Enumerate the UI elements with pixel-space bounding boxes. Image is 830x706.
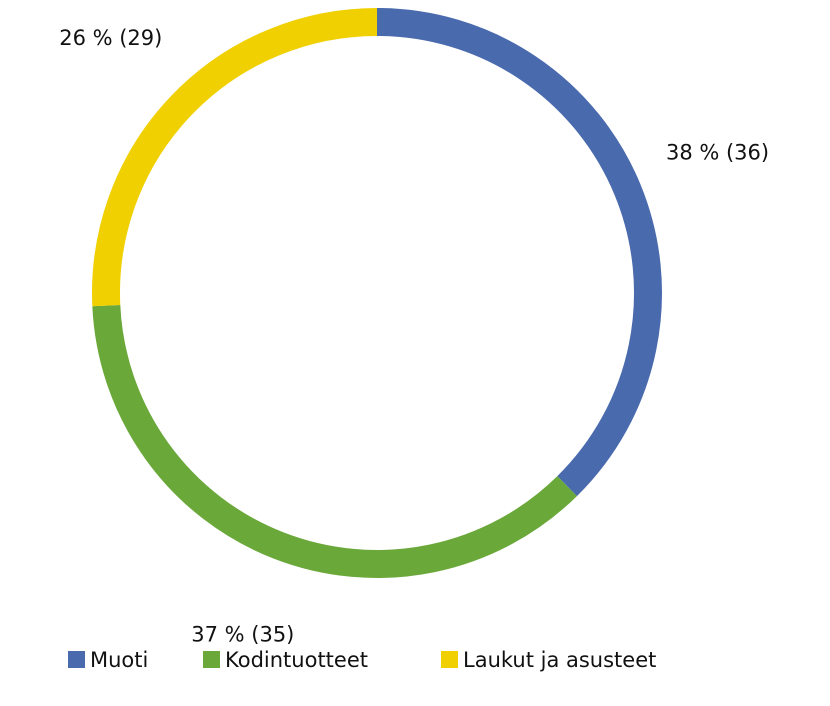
data-label: 26 % (29) <box>59 26 162 50</box>
donut-slice <box>376 8 662 497</box>
legend-swatch <box>203 651 220 668</box>
donut-slice <box>92 304 577 578</box>
legend-label: Laukut ja asusteet <box>463 648 656 672</box>
legend-swatch <box>68 651 85 668</box>
legend-label: Muoti <box>90 648 148 672</box>
legend-label: Kodintuotteet <box>225 648 368 672</box>
data-label: 38 % (36) <box>666 140 769 164</box>
legend-swatch <box>441 651 458 668</box>
data-label: 37 % (35) <box>191 623 294 647</box>
donut-slice <box>92 8 378 307</box>
